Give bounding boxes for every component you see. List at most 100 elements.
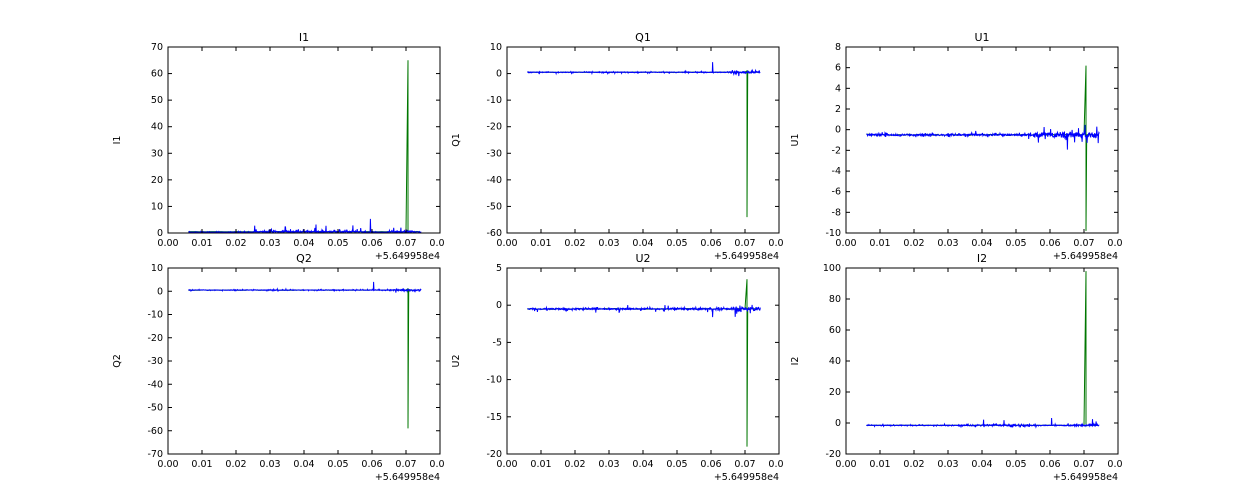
- chart-U2: 0.00 0.01 0.02 0.03 0.04 0.05 0.06 0.07 0.08 5 0 -5…: [451, 252, 790, 483]
- x-axis-offset-text: +5.649958e4: [375, 251, 440, 262]
- x-axis-offset-text: +5.649958e4: [1053, 251, 1118, 262]
- x-tick-label: 0.06: [700, 238, 721, 249]
- chart-title: U1: [974, 31, 989, 44]
- x-tick-label: 0.03: [598, 459, 619, 470]
- plot-area: [188, 281, 422, 429]
- y-tick-label: 100: [823, 263, 841, 274]
- x-tick-label: 0.06: [700, 459, 721, 470]
- x-tick-label: 0.00: [157, 459, 178, 470]
- y-tick-label: 6: [835, 63, 841, 74]
- x-tick-label: 0.02: [564, 238, 585, 249]
- y-tick-label: 40: [829, 356, 841, 367]
- plot-area: [527, 62, 761, 218]
- x-tick-label: 0.03: [598, 238, 619, 249]
- x-tick-label: 0.08: [768, 459, 784, 470]
- y-tick-label: -2: [832, 145, 841, 156]
- y-tick-label: 0: [157, 228, 163, 239]
- x-tick-label: 0.01: [530, 459, 551, 470]
- y-tick-label: 0: [835, 418, 841, 429]
- y-tick-label: -20: [825, 449, 841, 460]
- cal-series-line: [866, 271, 1098, 428]
- y-tick-label: -40: [147, 379, 163, 390]
- x-axis-offset-text: +5.649958e4: [714, 251, 779, 262]
- x-tick-label: 0.02: [225, 238, 246, 249]
- y-tick-label: -70: [147, 449, 163, 460]
- x-axis-offset-text: +5.649958e4: [375, 472, 440, 483]
- y-axis-label: U2: [451, 355, 462, 368]
- y-tick-label: 60: [829, 325, 841, 336]
- y-axis-label: I1: [112, 136, 123, 145]
- subplot-U1: 0.00 0.01 0.02 0.03 0.04 0.05 0.06 0.07 0.08 8 6 4 2…: [784, 30, 1129, 274]
- axes-frame: [845, 46, 1119, 234]
- x-tick-label: 0.07: [1073, 238, 1094, 249]
- x-tick-label: 0.02: [903, 459, 924, 470]
- x-tick-label: 0.05: [666, 238, 687, 249]
- x-tick-label: 0.04: [632, 459, 653, 470]
- chart-I2: 0.00 0.01 0.02 0.03 0.04 0.05 0.06 0.07 0.08 100 8…: [790, 252, 1129, 483]
- x-tick-label: 0.08: [1107, 459, 1123, 470]
- subplot-Q2: 0.00 0.01 0.02 0.03 0.04 0.05 0.06 0.07 0.08 10 0 -…: [106, 251, 451, 495]
- y-axis-label: Q1: [451, 133, 462, 147]
- y-tick-label: 8: [835, 42, 841, 53]
- x-tick-label: 0.00: [835, 459, 856, 470]
- y-tick-label: 50: [151, 95, 163, 106]
- x-tick-label: 0.08: [429, 238, 445, 249]
- x-tick-label: 0.07: [1073, 459, 1094, 470]
- x-tick-label: 0.02: [903, 238, 924, 249]
- x-tick-label: 0.05: [1005, 238, 1026, 249]
- chart-title: Q2: [296, 252, 312, 265]
- x-tick-label: 0.08: [429, 459, 445, 470]
- y-tick-label: 0: [496, 300, 502, 311]
- y-tick-label: -10: [486, 375, 502, 386]
- y-tick-label: -10: [825, 228, 841, 239]
- plot-area: [866, 65, 1100, 231]
- x-tick-label: 0.02: [564, 459, 585, 470]
- y-tick-label: -30: [486, 148, 502, 159]
- x-tick-label: 0.03: [937, 238, 958, 249]
- chart-Q1: 0.00 0.01 0.02 0.03 0.04 0.05 0.06 0.07 0.08 10 0 -…: [451, 31, 790, 262]
- y-tick-label: -50: [147, 403, 163, 414]
- subplot-I2: 0.00 0.01 0.02 0.03 0.04 0.05 0.06 0.07 0.08 100 8…: [784, 251, 1129, 495]
- x-axis-offset-text: +5.649958e4: [714, 472, 779, 483]
- signal-series-line: [527, 304, 761, 318]
- axis-ticks: 0.00 0.01 0.02 0.03 0.04 0.05 0.06 0.07 0.08 5 0 -5…: [486, 263, 789, 470]
- chart-title: Q1: [635, 31, 651, 44]
- x-tick-label: 0.05: [1005, 459, 1026, 470]
- x-tick-label: 0.00: [496, 238, 517, 249]
- x-tick-label: 0.04: [293, 238, 314, 249]
- axis-ticks: 0.00 0.01 0.02 0.03 0.04 0.05 0.06 0.07 0.08 10 0 -…: [486, 42, 789, 249]
- cal-series-line: [188, 60, 420, 233]
- chart-title: I2: [977, 252, 987, 265]
- axis-ticks: 0.00 0.01 0.02 0.03 0.04 0.05 0.06 0.07 0.08 100 8…: [823, 263, 1129, 470]
- signal-series-line: [188, 218, 422, 233]
- y-tick-label: 0: [496, 69, 502, 80]
- signal-series-line: [188, 281, 422, 293]
- plot-area: [527, 279, 761, 447]
- y-axis-label: Q2: [112, 354, 123, 368]
- cal-series-line: [188, 288, 420, 429]
- y-tick-label: -6: [832, 187, 841, 198]
- plot-area: [188, 60, 422, 233]
- x-tick-label: 0.04: [971, 238, 992, 249]
- axis-ticks: 0.00 0.01 0.02 0.03 0.04 0.05 0.06 0.07 0.08 10 0 -…: [147, 263, 450, 470]
- subplot-I1: 0.00 0.01 0.02 0.03 0.04 0.05 0.06 0.07 0.08 0 10 2…: [106, 30, 451, 274]
- y-tick-label: 20: [829, 387, 841, 398]
- signal-series-line: [866, 417, 1100, 429]
- chart-title: I1: [299, 31, 309, 44]
- x-tick-label: 0.06: [361, 459, 382, 470]
- subplot-Q1: 0.00 0.01 0.02 0.03 0.04 0.05 0.06 0.07 0.08 10 0 -…: [445, 30, 790, 274]
- x-tick-label: 0.03: [937, 459, 958, 470]
- y-tick-label: -8: [832, 207, 841, 218]
- x-tick-label: 0.05: [327, 459, 348, 470]
- x-tick-label: 0.07: [734, 459, 755, 470]
- x-tick-label: 0.04: [632, 238, 653, 249]
- x-tick-label: 0.01: [191, 238, 212, 249]
- y-tick-label: 70: [151, 42, 163, 53]
- x-tick-label: 0.01: [191, 459, 212, 470]
- cal-series-line: [527, 279, 759, 447]
- y-tick-label: 0: [835, 125, 841, 136]
- chart-U1: 0.00 0.01 0.02 0.03 0.04 0.05 0.06 0.07 0.08 8 6 4 2…: [790, 31, 1129, 262]
- y-tick-label: -20: [486, 449, 502, 460]
- x-axis-offset-text: +5.649958e4: [1053, 472, 1118, 483]
- y-tick-label: -10: [486, 95, 502, 106]
